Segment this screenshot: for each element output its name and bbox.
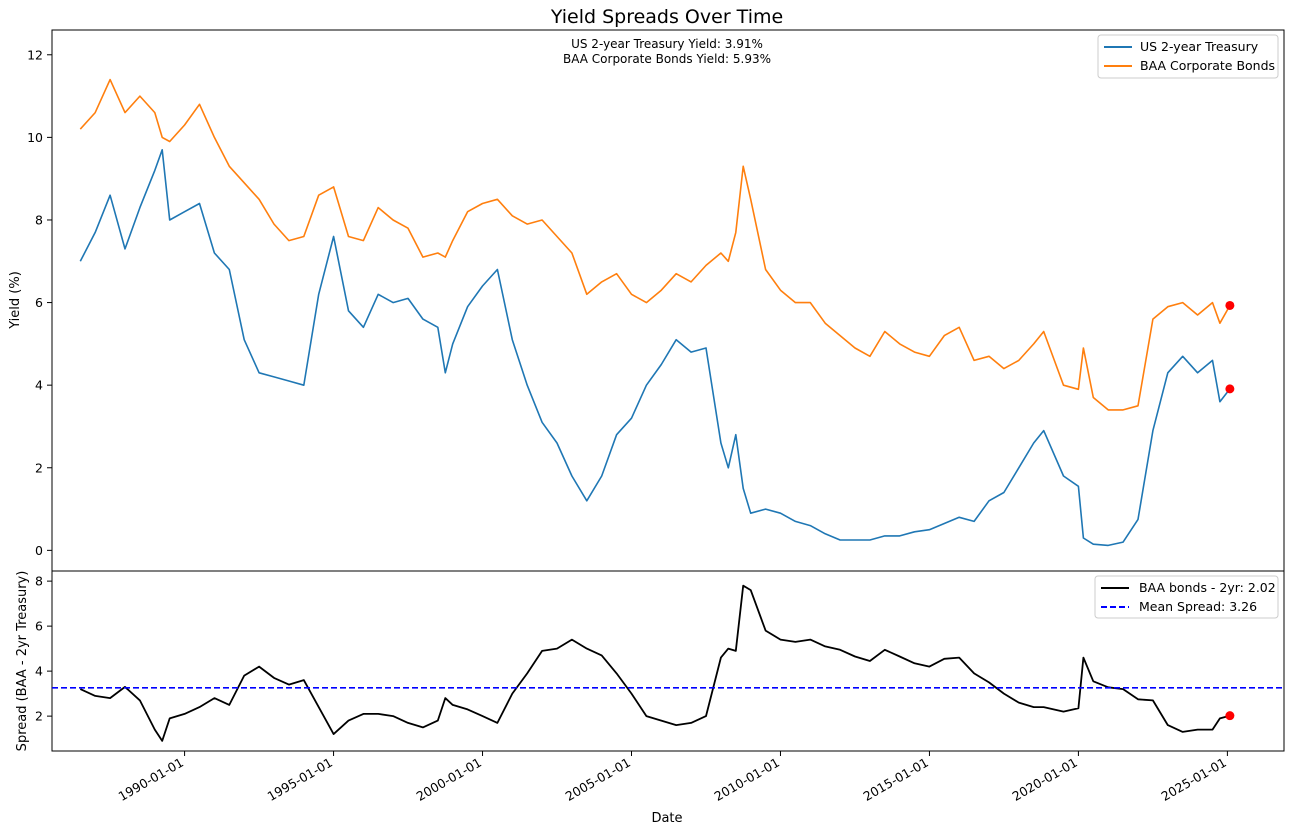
treasury-yield-annotation: US 2-year Treasury Yield: 3.91% (571, 37, 763, 51)
x-tick-label: 2000-01-01 (414, 755, 484, 804)
legend-label-spread: BAA bonds - 2yr: 2.02 (1139, 580, 1276, 595)
x-tick-label: 2015-01-01 (861, 755, 931, 804)
x-tick-label: 2025-01-01 (1158, 755, 1228, 804)
spread-chart: 2 4 6 8 1990-01-01 1995-01-01 2000-01-01 2005-… (15, 570, 1285, 826)
spread-y-tick-label: 2 (35, 709, 43, 724)
yield-legend-box (1097, 34, 1279, 79)
yield-y-tick-label: 6 (35, 295, 43, 310)
yield-chart: 0 2 4 6 8 10 12 Yield (%) US 2-year Treasury Y… (8, 29, 1285, 572)
yield-series (79, 78, 1231, 547)
spread-y-tick-label: 4 (35, 664, 43, 679)
yield-legend: US 2-year Treasury BAA Corporate Bonds (1097, 34, 1279, 79)
spread-legend-box (1094, 575, 1279, 619)
x-tick-label: 2005-01-01 (563, 755, 633, 804)
spread-markers (1225, 711, 1235, 721)
date-x-ticks: 1990-01-01 1995-01-01 2000-01-01 2005-01-01… (116, 751, 1229, 804)
spread-y-ticks: 2 4 6 8 (35, 574, 52, 724)
yield-y-axis-label: Yield (%) (8, 271, 23, 330)
spread-latest-point (1225, 711, 1235, 721)
spread-legend: BAA bonds - 2yr: 2.02 Mean Spread: 3.26 (1094, 575, 1279, 619)
treasury-latest-point (1225, 384, 1235, 394)
baa-yield-line (79, 78, 1231, 411)
x-tick-label: 1990-01-01 (116, 755, 186, 804)
baa-latest-point (1225, 300, 1235, 310)
legend-label-mean: Mean Spread: 3.26 (1139, 599, 1257, 614)
yield-plot-frame (51, 29, 1285, 572)
spread-plot-frame (51, 570, 1285, 752)
yield-y-ticks: 0 2 4 6 8 10 12 (27, 47, 52, 558)
yield-y-tick-label: 12 (27, 47, 43, 62)
spread-y-tick-label: 6 (35, 619, 43, 634)
spread-series (52, 584, 1284, 742)
legend-label-baa: BAA Corporate Bonds (1140, 58, 1275, 73)
x-axis-label: Date (651, 811, 682, 826)
yield-markers (1225, 300, 1235, 394)
chart-title: Yield Spreads Over Time (550, 6, 783, 28)
legend-label-treasury: US 2-year Treasury (1140, 39, 1259, 54)
x-tick-label: 2020-01-01 (1009, 755, 1079, 804)
spread-y-tick-label: 8 (35, 574, 43, 589)
baa-yield-annotation: BAA Corporate Bonds Yield: 5.93% (563, 52, 771, 66)
spread-line (79, 584, 1231, 742)
yield-y-tick-label: 4 (35, 378, 43, 393)
spread-y-axis-label: Spread (BAA - 2yr Treasury) (15, 571, 30, 752)
treasury-yield-line (79, 149, 1231, 547)
yield-y-tick-label: 0 (35, 543, 43, 558)
yield-y-tick-label: 8 (35, 212, 43, 227)
yield-y-tick-label: 10 (27, 130, 43, 145)
x-tick-label: 2010-01-01 (712, 755, 782, 804)
yield-y-tick-label: 2 (35, 460, 43, 475)
x-tick-label: 1995-01-01 (265, 755, 335, 804)
